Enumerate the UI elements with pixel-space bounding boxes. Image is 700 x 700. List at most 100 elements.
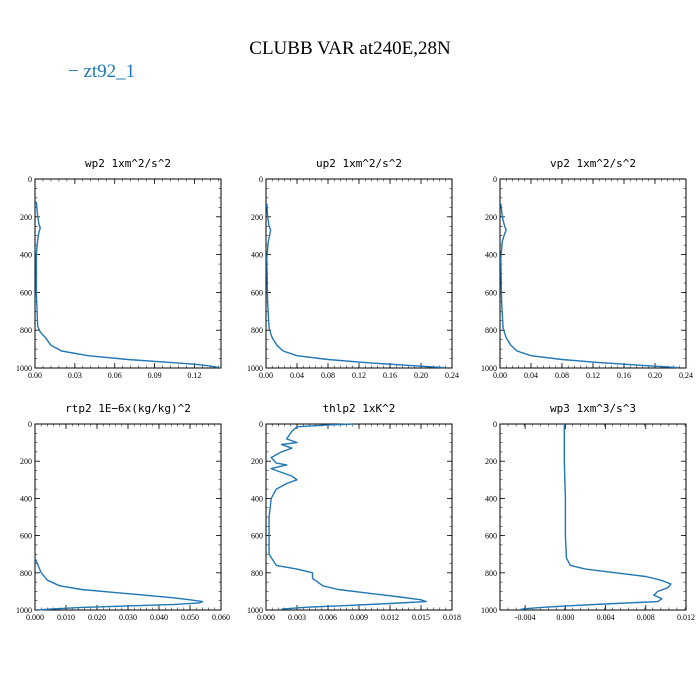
panel-4: rtp2 1E−6x(kg/kg)^2 0.000 0.010 0.020 0.030 0… [16, 402, 230, 622]
y-tick-label: 200 [251, 457, 263, 466]
legend-entry-zt92-1: − zt92_1 [68, 61, 135, 82]
y-tick-label: 200 [20, 457, 32, 466]
y-tick-label: 200 [20, 213, 32, 222]
x-tick-label: 0.000 [556, 613, 574, 622]
x-tick-label: 0.020 [88, 613, 106, 622]
panel-title: wp2 1xm^2/s^2 [85, 157, 171, 170]
x-tick-label: 0.003 [288, 613, 306, 622]
x-tick-label: 0.040 [150, 613, 168, 622]
y-tick-label: 800 [20, 326, 32, 335]
x-tick-label: 0.018 [443, 613, 461, 622]
x-tick-label: 0.010 [57, 613, 75, 622]
x-tick-label: 0.20 [414, 371, 428, 380]
y-tick-label: 800 [251, 569, 263, 578]
x-tick-label: 0.050 [181, 613, 199, 622]
y-tick-label: 200 [485, 457, 497, 466]
y-tick-label: 400 [251, 494, 263, 503]
y-tick-label: 400 [485, 494, 497, 503]
y-tick-label: 0 [28, 420, 32, 429]
x-tick-label: 0.16 [617, 371, 631, 380]
y-tick-label: 600 [485, 532, 497, 541]
x-tick-label: 0.24 [445, 371, 459, 380]
x-tick-label: 0.012 [381, 613, 399, 622]
x-tick-label: 0.060 [212, 613, 230, 622]
y-tick-label: 1000 [247, 606, 263, 615]
y-tick-label: 0 [493, 420, 497, 429]
x-tick-label: 0.009 [350, 613, 368, 622]
y-tick-label: 400 [20, 251, 32, 260]
x-tick-label: 0.20 [648, 371, 662, 380]
series-line-zt92_1 [519, 424, 672, 611]
y-tick-label: 400 [20, 494, 32, 503]
y-tick-label: 600 [20, 288, 32, 297]
plot-frame [34, 423, 222, 611]
panel-2: up2 1xm^2/s^2 0.00 0.04 0.08 0.12 0.16 0.20 0.2… [247, 157, 459, 380]
panel-title: wp3 1xm^3/s^3 [550, 402, 636, 415]
x-tick-label: 0.015 [412, 613, 430, 622]
x-tick-label: 0.06 [108, 371, 122, 380]
series-line-zt92_1 [35, 201, 219, 369]
x-tick-label: 0.16 [383, 371, 397, 380]
y-tick-label: 800 [485, 569, 497, 578]
panel-title: vp2 1xm^2/s^2 [550, 157, 636, 170]
y-tick-label: 0 [259, 420, 263, 429]
panel-6: wp3 1xm^3/s^3 -0.004 0.000 0.004 0.008 0.012 0… [481, 402, 695, 622]
y-tick-label: 600 [251, 532, 263, 541]
x-tick-label: 0.00 [28, 371, 42, 380]
x-tick-label: 0.004 [597, 613, 615, 622]
x-tick-label: 0.09 [148, 371, 162, 380]
x-tick-label: 0.12 [187, 371, 201, 380]
panels: wp2 1xm^2/s^2 0.00 0.03 0.06 0.09 0.12 0 200 400… [16, 157, 695, 622]
panel-title: thlp2 1xK^2 [323, 402, 396, 415]
panel-title: up2 1xm^2/s^2 [316, 157, 402, 170]
x-tick-label: 0.12 [352, 371, 366, 380]
x-tick-label: 0.030 [119, 613, 137, 622]
y-tick-label: 800 [20, 569, 32, 578]
y-tick-label: 200 [485, 213, 497, 222]
panel-1: wp2 1xm^2/s^2 0.00 0.03 0.06 0.09 0.12 0 200 400… [16, 157, 222, 380]
plot-frame [265, 423, 453, 611]
x-tick-label: 0.008 [637, 613, 655, 622]
y-tick-label: 1000 [247, 364, 263, 373]
y-tick-label: 600 [485, 288, 497, 297]
y-tick-label: 1000 [481, 606, 497, 615]
y-tick-label: 0 [28, 175, 32, 184]
figure-title: CLUBB VAR at240E,28N [249, 38, 451, 59]
series-line-zt92_1 [34, 557, 204, 611]
x-tick-label: 0.08 [321, 371, 335, 380]
x-tick-label: 0.03 [68, 371, 82, 380]
plot-frame [265, 178, 453, 369]
y-tick-label: 400 [251, 251, 263, 260]
plot-frame [499, 178, 687, 369]
series-line-zt92_1 [268, 423, 427, 610]
plot-frame [34, 178, 222, 369]
x-tick-label: 0.04 [290, 371, 304, 380]
panel-5: thlp2 1xK^2 0.000 0.003 0.006 0.009 0.012 0.01… [247, 402, 461, 622]
panel-3: vp2 1xm^2/s^2 0.00 0.04 0.08 0.12 0.16 0.20 0.2… [481, 157, 693, 380]
y-tick-label: 800 [251, 326, 263, 335]
x-tick-label: 0.04 [524, 371, 538, 380]
plot-frame [499, 423, 687, 611]
x-tick-label: 0.12 [586, 371, 600, 380]
x-tick-label: 0.24 [679, 371, 693, 380]
series-line-zt92_1 [266, 203, 445, 369]
x-tick-label: 0.012 [677, 613, 695, 622]
y-tick-label: 1000 [16, 364, 32, 373]
y-tick-label: 600 [251, 288, 263, 297]
x-tick-label: 0.000 [26, 613, 44, 622]
panel-title: rtp2 1E−6x(kg/kg)^2 [65, 402, 191, 415]
y-tick-label: 1000 [481, 364, 497, 373]
x-tick-label: 0.006 [319, 613, 337, 622]
y-tick-label: 400 [485, 251, 497, 260]
x-tick-label: -0.004 [515, 613, 536, 622]
y-tick-label: 600 [20, 532, 32, 541]
y-tick-label: 0 [259, 175, 263, 184]
series-line-zt92_1 [500, 203, 679, 369]
x-tick-label: 0.000 [257, 613, 275, 622]
x-tick-label: 0.00 [493, 371, 507, 380]
x-tick-label: 0.08 [555, 371, 569, 380]
y-tick-label: 1000 [16, 606, 32, 615]
y-tick-label: 200 [251, 213, 263, 222]
x-tick-label: 0.00 [259, 371, 273, 380]
